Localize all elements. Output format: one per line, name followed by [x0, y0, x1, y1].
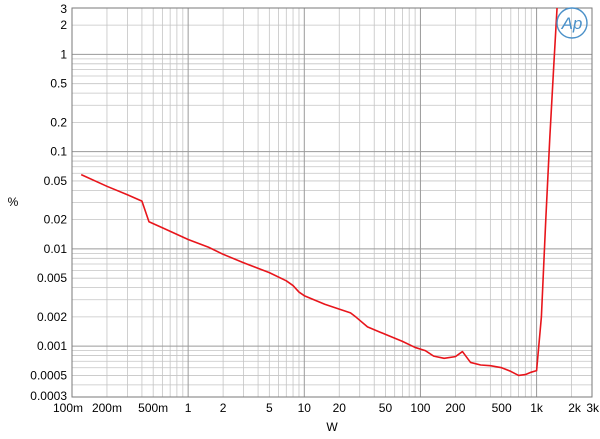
y-tick-label: 0.02: [44, 213, 68, 227]
x-tick-label: 2: [220, 401, 227, 415]
x-tick-label: 1: [185, 401, 192, 415]
y-tick-label: 0.1: [50, 145, 67, 159]
y-tick-label: 0.0005: [30, 368, 67, 382]
y-tick-labels: 3 2 1 0.5 0.2 0.1 0.05 0.02 0.01 0.005 0.002 0.001 0…: [30, 2, 67, 403]
x-tick-label: 1k: [530, 401, 544, 415]
x-tick-label: 100m: [53, 401, 83, 415]
x-tick-label: 50: [379, 401, 393, 415]
x-tick-label: 10: [298, 401, 312, 415]
y-tick-label: 0.5: [50, 77, 67, 91]
y-tick-label: 0.05: [44, 174, 68, 188]
x-axis-label: W: [326, 420, 338, 434]
x-tick-label: 500m: [138, 401, 168, 415]
y-axis-label: %: [8, 195, 19, 209]
series-layer: [80, 8, 558, 377]
x-tick-label: 100: [410, 401, 430, 415]
ap-logo-icon: Ap: [556, 7, 588, 39]
series-line-1: [80, 8, 558, 377]
x-tick-label: 5: [266, 401, 273, 415]
ap-logo-text: Ap: [561, 14, 583, 33]
x-tick-label: 20: [333, 401, 347, 415]
y-tick-label: 0.005: [37, 271, 67, 285]
x-tick-label: 2k: [568, 401, 582, 415]
y-tick-label: 0.002: [37, 310, 67, 324]
y-tick-label: 0.2: [50, 115, 67, 129]
x-tick-label: 500: [492, 401, 512, 415]
x-tick-label: 200: [445, 401, 465, 415]
x-tick-label: 3k: [586, 401, 600, 415]
y-tick-label: 3: [60, 2, 67, 16]
y-tick-label: 0.001: [37, 339, 67, 353]
plot-border: [71, 7, 593, 398]
y-tick-label: 0.0003: [30, 389, 67, 403]
x-tick-label: 200m: [92, 401, 122, 415]
x-tick-labels: 100m 200m 500m 1 2 5 10 20 50 100 200 500 1k 2k 3k: [53, 401, 600, 415]
y-tick-label: 0.01: [44, 242, 68, 256]
y-tick-label: 2: [60, 18, 67, 32]
y-tick-label: 1: [60, 47, 67, 61]
